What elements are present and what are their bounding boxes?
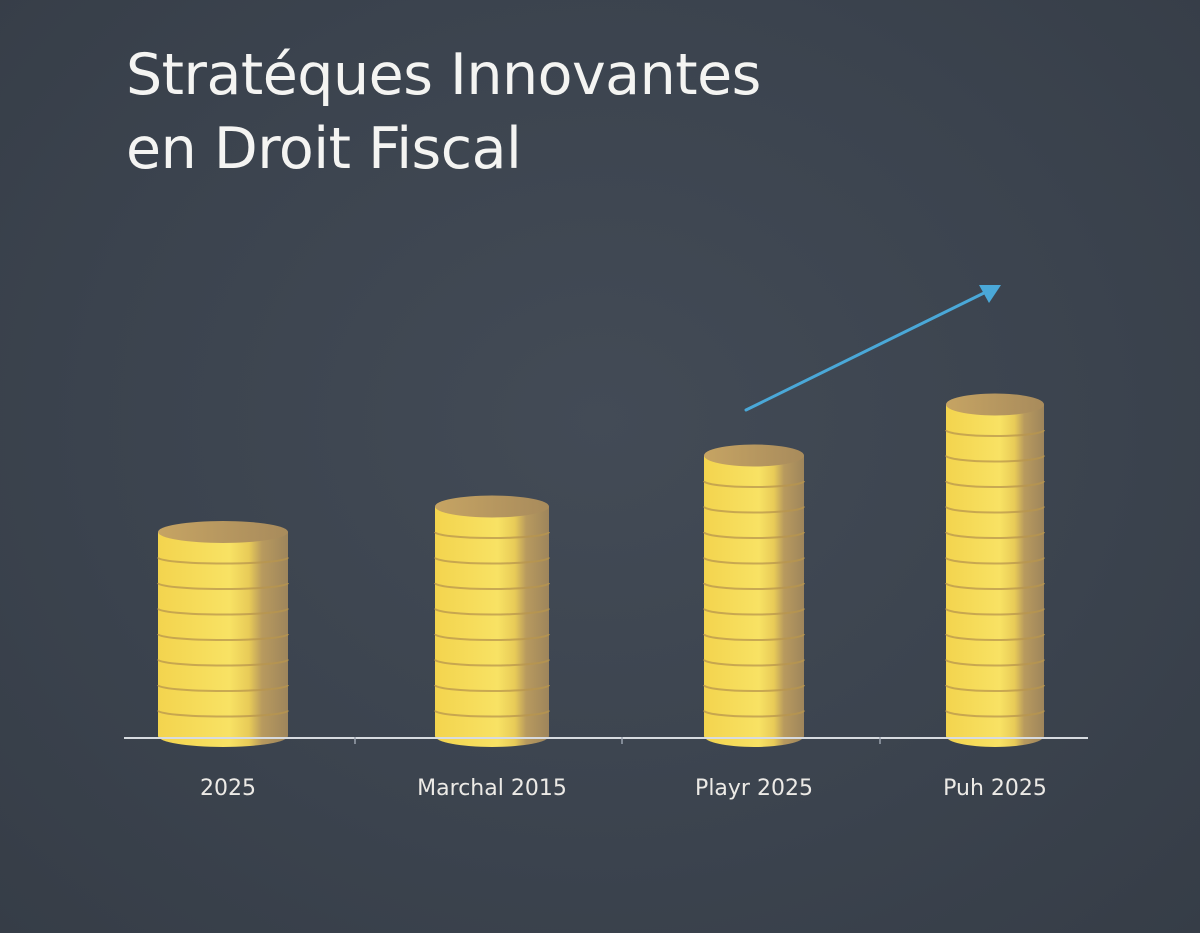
coin-stack-top bbox=[158, 521, 288, 543]
coin-edge bbox=[434, 633, 550, 642]
coin-edge bbox=[703, 531, 805, 540]
coin-edge bbox=[157, 659, 289, 667]
coin-stack-bar bbox=[157, 521, 289, 747]
chart-title-line-1: Stratéques Innovantes bbox=[126, 42, 761, 108]
coin-edge bbox=[703, 582, 805, 591]
coin-edge bbox=[703, 557, 805, 565]
coin-edge bbox=[434, 684, 550, 693]
coin-stack-body bbox=[946, 404, 1044, 747]
coin-edge bbox=[945, 455, 1045, 463]
coin-edge bbox=[945, 557, 1045, 565]
coin-edge bbox=[703, 608, 805, 616]
coin-edge bbox=[945, 480, 1045, 489]
x-tick-label: 2025 bbox=[200, 776, 256, 801]
coin-edge bbox=[434, 557, 550, 565]
coin-edge bbox=[945, 659, 1045, 667]
x-tick-label: Puh 2025 bbox=[943, 776, 1047, 801]
coin-edge bbox=[157, 582, 289, 591]
coin-edge bbox=[157, 608, 289, 616]
coin-edge bbox=[157, 684, 289, 693]
trend-arrow-head-icon bbox=[979, 285, 1001, 303]
x-tick-label: Playr 2025 bbox=[695, 776, 813, 801]
category-labels: 2025 Marchal 2015 Playr 2025 Puh 2025 bbox=[200, 737, 1047, 801]
coin-edge bbox=[157, 710, 289, 718]
coin-stack-top bbox=[946, 393, 1044, 416]
coin-stack-top bbox=[435, 495, 549, 518]
coin-edge bbox=[703, 633, 805, 642]
coin-edge bbox=[945, 582, 1045, 591]
coin-edge bbox=[703, 480, 805, 489]
coin-stacks bbox=[157, 393, 1045, 747]
coin-stack-bar bbox=[434, 495, 550, 747]
coin-edge bbox=[434, 582, 550, 591]
coin-edge bbox=[703, 684, 805, 693]
coin-edge bbox=[945, 429, 1045, 438]
coin-edge bbox=[703, 659, 805, 667]
trend-arrow-shaft bbox=[744, 290, 988, 412]
coin-edge bbox=[703, 710, 805, 718]
coin-stack-top bbox=[704, 444, 804, 467]
coin-edge bbox=[434, 608, 550, 616]
coin-edge bbox=[945, 608, 1045, 616]
coin-edge bbox=[945, 633, 1045, 642]
coin-edge bbox=[157, 557, 289, 565]
chart-title-line-2: en Droit Fiscal bbox=[126, 116, 522, 182]
coin-edge bbox=[434, 659, 550, 667]
x-tick-label: Marchal 2015 bbox=[417, 776, 567, 801]
chart-title: Stratéques Innovantes en Droit Fiscal bbox=[126, 38, 761, 186]
coin-edge bbox=[945, 506, 1045, 514]
coin-edge bbox=[157, 633, 289, 642]
coin-stack-body bbox=[435, 506, 549, 747]
coin-edge bbox=[945, 710, 1045, 718]
coin-edge bbox=[434, 531, 550, 540]
trend-arrow bbox=[744, 285, 1001, 412]
coin-edge bbox=[703, 506, 805, 514]
coin-stack-body bbox=[704, 455, 804, 747]
coin-stack-bar bbox=[945, 393, 1045, 747]
coin-stack-bar bbox=[703, 444, 805, 747]
coin-edge bbox=[434, 710, 550, 718]
coin-edge bbox=[945, 684, 1045, 693]
coin-edge bbox=[945, 531, 1045, 540]
